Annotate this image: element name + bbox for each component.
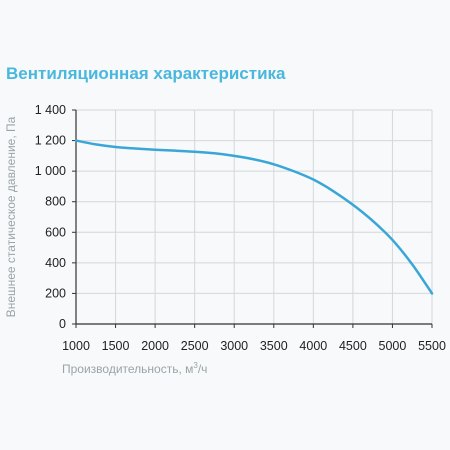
x-tick-label: 4000 <box>299 339 327 353</box>
x-tick-label: 1000 <box>62 339 90 353</box>
chart-axes <box>72 109 433 328</box>
chart-title: Вентиляционная характеристика <box>6 64 286 83</box>
y-tick-labels: 0 200 400 600 800 1 000 1 200 1 400 <box>35 103 66 331</box>
series-line <box>74 139 434 295</box>
y-axis-label: Внешнее статическое давление, Па <box>4 116 18 317</box>
x-tick-label: 3500 <box>260 339 288 353</box>
y-tick-label: 1 400 <box>35 103 66 117</box>
y-tick-label: 400 <box>45 256 66 270</box>
x-tick-label: 1500 <box>102 339 130 353</box>
y-tick-label: 0 <box>59 317 66 331</box>
chart-grid <box>76 109 433 324</box>
x-tick-label: 3000 <box>220 339 248 353</box>
y-tick-label: 600 <box>45 225 66 239</box>
y-tick-label: 800 <box>45 195 66 209</box>
x-tick-label: 4500 <box>339 339 367 353</box>
y-tick-label: 200 <box>45 286 66 300</box>
x-axis-label: Производительность, м3/ч <box>62 361 207 376</box>
x-tick-labels: 1000 1500 2000 2500 3000 3500 4000 4500 5000 5500 <box>62 339 446 353</box>
y-tick-label: 1 200 <box>35 134 66 148</box>
chart-series <box>74 139 434 295</box>
y-tick-label: 1 000 <box>35 164 66 178</box>
x-tick-label: 2500 <box>181 339 209 353</box>
x-tick-label: 5000 <box>379 339 407 353</box>
x-tick-label: 5500 <box>418 339 446 353</box>
x-tick-label: 2000 <box>141 339 169 353</box>
